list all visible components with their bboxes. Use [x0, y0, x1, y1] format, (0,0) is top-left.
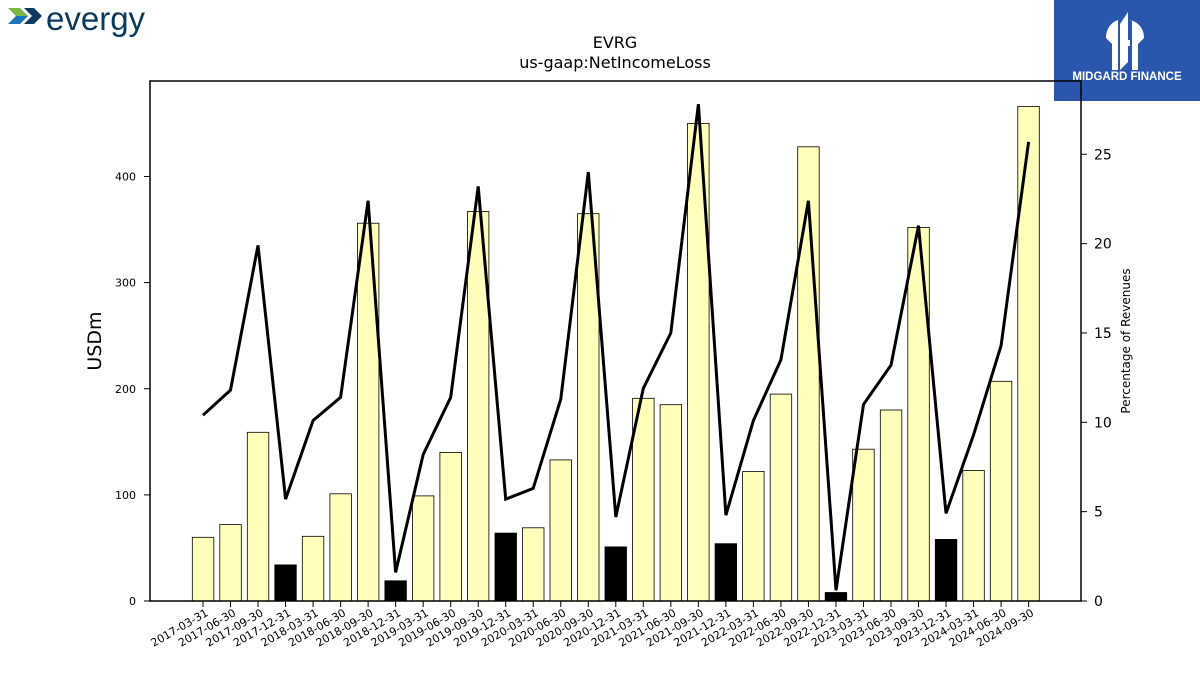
bar-2024-09-30	[1017, 106, 1040, 602]
bar-2017-06-30	[219, 524, 242, 602]
evergy-logo-text: evergy	[46, 2, 146, 37]
plot-frame	[149, 80, 1082, 602]
bar-2023-06-30	[879, 409, 903, 602]
y-tick-label: 100	[115, 489, 136, 502]
y2-tick-label: 0	[1094, 594, 1103, 610]
y2-tick-label: 10	[1094, 415, 1112, 431]
chart-title: EVRG	[593, 33, 638, 52]
y2-tick-label: 5	[1094, 505, 1103, 521]
bar-2017-12-31	[274, 564, 297, 602]
bar-2017-03-31	[191, 536, 215, 602]
bar-2018-06-30	[329, 493, 352, 602]
evergy-logo: evergy	[8, 2, 146, 37]
logo-chevron-navy-lower	[24, 16, 42, 24]
bar-2019-03-31	[411, 495, 435, 602]
bar-2017-09-30	[246, 431, 270, 602]
logo-chevron-green	[8, 8, 28, 16]
bar-2022-12-31	[824, 592, 848, 602]
bar-2018-03-31	[301, 535, 325, 602]
bar-2022-06-30	[769, 393, 793, 602]
bar-2018-09-30	[356, 222, 380, 602]
percentage-of-revenues-line	[201, 104, 1031, 591]
bar-2021-06-30	[659, 404, 682, 602]
line-layer	[201, 104, 1031, 591]
y-axis-label: USDm	[84, 311, 106, 370]
y-axis-right: 0 5 10 15 20 25	[1081, 147, 1112, 610]
y-tick-label: 200	[115, 383, 136, 396]
bar-2021-12-31	[714, 543, 737, 602]
y-tick-label: 0	[129, 595, 136, 608]
y2-axis-label: Percentage of Revenues	[1119, 268, 1133, 413]
bars-layer	[191, 106, 1040, 602]
y2-tick-label: 15	[1094, 326, 1112, 342]
bar-2019-06-30	[439, 451, 462, 602]
y2-tick-label: 20	[1094, 237, 1112, 253]
bar-2022-03-31	[742, 471, 765, 602]
x-axis: 2017-03-312017-06-302017-09-302017-12-31…	[149, 601, 1036, 650]
logo-chevron-navy	[24, 8, 42, 16]
bar-2020-12-31	[604, 546, 627, 602]
y-tick-label: 400	[115, 171, 136, 184]
y-axis-left: 0 100 200 300 400	[115, 171, 150, 608]
midgard-mark-icon	[1106, 12, 1144, 70]
bar-2019-12-31	[494, 532, 517, 602]
chart-subtitle: us-gaap:NetIncomeLoss	[519, 53, 711, 72]
bar-2020-03-31	[522, 527, 545, 602]
y-tick-label: 300	[115, 277, 136, 290]
y2-tick-label: 25	[1094, 147, 1112, 163]
bar-2023-09-30	[907, 226, 930, 602]
bar-2023-03-31	[852, 448, 875, 602]
bar-2024-06-30	[989, 380, 1013, 602]
midgard-logo-text: MIDGARD FINANCE	[1072, 71, 1182, 83]
logo-chevron-blue	[8, 16, 28, 24]
bar-2024-03-31	[962, 470, 985, 602]
bar-2020-06-30	[549, 459, 572, 602]
bar-2023-12-31	[934, 539, 958, 602]
midgard-finance-logo: MIDGARD FINANCE	[1054, 0, 1200, 101]
bar-2018-12-31	[384, 580, 407, 602]
